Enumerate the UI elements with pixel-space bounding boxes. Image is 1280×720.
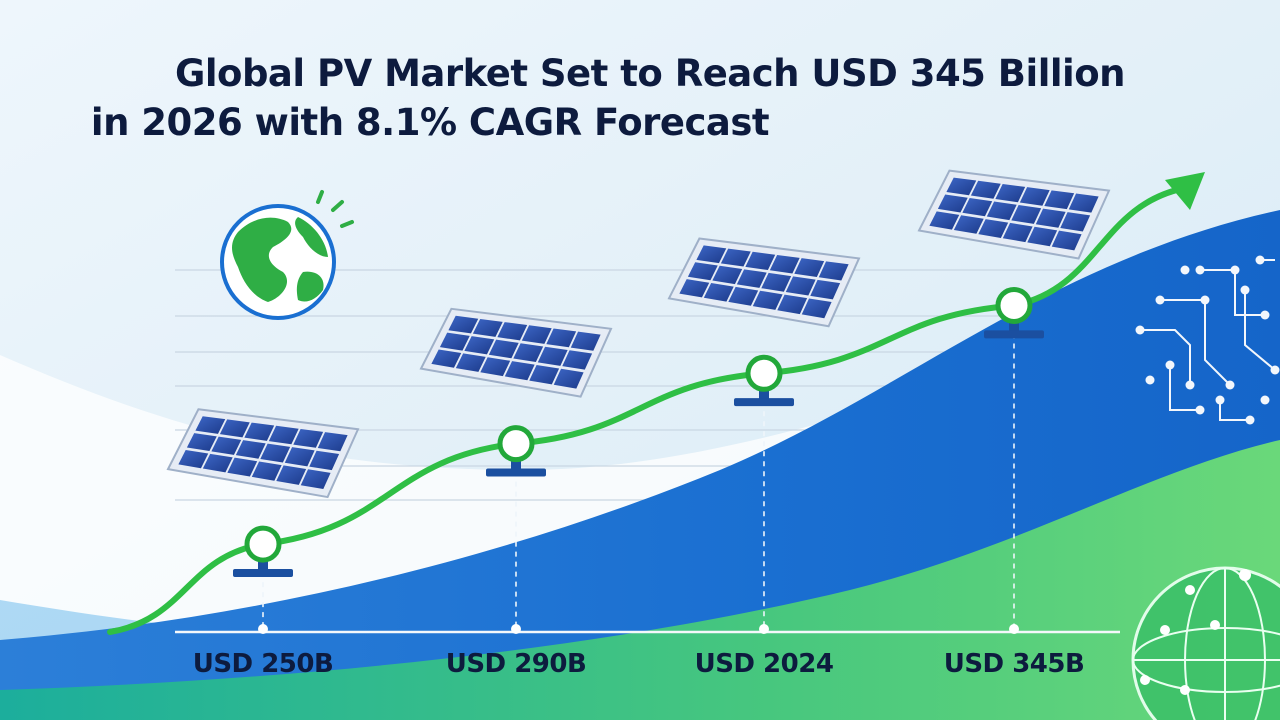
x-tick-label: USD 290B bbox=[446, 649, 587, 679]
axis-tick-dot bbox=[1009, 624, 1019, 634]
axis-tick-dot bbox=[511, 624, 521, 634]
axis-tick-dot bbox=[759, 624, 769, 634]
globe-icon bbox=[220, 190, 354, 320]
x-tick-label: USD 250B bbox=[193, 649, 334, 679]
data-point bbox=[745, 354, 783, 392]
circuit-network-icon bbox=[1135, 255, 1280, 425]
axis-tick-dot bbox=[258, 624, 268, 634]
data-point bbox=[497, 425, 535, 463]
mesh-globe-icon bbox=[1131, 566, 1280, 720]
data-point bbox=[244, 525, 282, 563]
solar-panel-icon bbox=[166, 408, 360, 577]
x-tick-label: USD 345B bbox=[944, 649, 1085, 679]
solar-panel-icon bbox=[419, 307, 613, 477]
x-tick-label: USD 2024 bbox=[695, 649, 834, 679]
chart-title-line-2: in 2026 with 8.1% CAGR Forecast bbox=[90, 101, 770, 144]
green-wave bbox=[0, 440, 1280, 720]
chart-title-line-1: Global PV Market Set to Reach USD 345 Bi… bbox=[174, 52, 1126, 95]
solar-panel-icon bbox=[667, 237, 861, 407]
data-point bbox=[995, 286, 1033, 324]
arrow-up-right-icon bbox=[1165, 172, 1205, 210]
solar-panel-icon bbox=[917, 169, 1111, 339]
